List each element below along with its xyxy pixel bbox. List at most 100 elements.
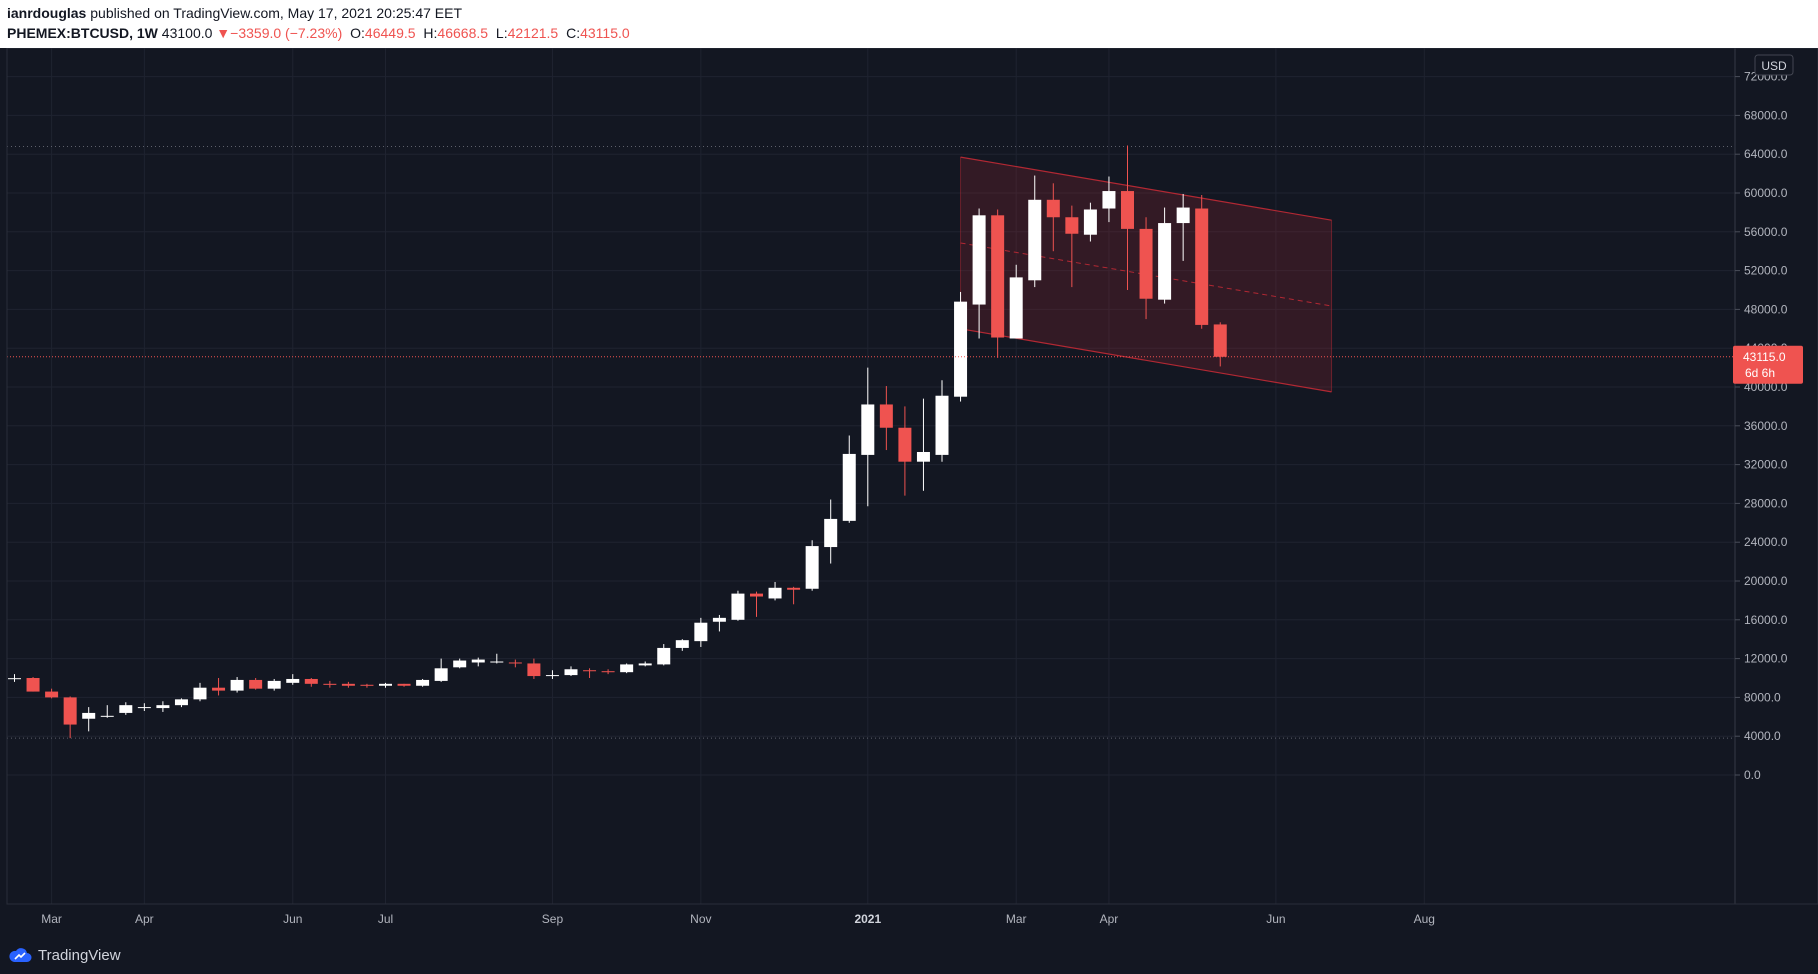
candle [1102,176,1116,223]
channel-upper-line[interactable] [960,156,1332,221]
candle [1195,194,1209,329]
candle-body [657,647,671,665]
y-tick-label: 36000.0 [1744,419,1788,433]
candle [267,678,281,691]
low-value: 42121.5 [507,25,559,41]
candle [1009,264,1023,339]
candle [156,701,170,712]
candle [360,683,374,688]
candle [787,586,801,605]
last-price: 43100.0 [161,25,213,41]
price-axis[interactable]: 0.0 4000.0 8000.0 12000.0 16000.0 20000.0 2400… [1735,70,1788,782]
y-tick-label: 20000.0 [1744,574,1788,588]
candle-body [416,679,430,686]
candle-body [675,640,689,648]
candle-body [249,679,263,689]
y-tick-label: 28000.0 [1744,496,1788,510]
candle-body [768,587,782,599]
price-chart[interactable]: 0.0 4000.0 8000.0 12000.0 16000.0 20000.0 2400… [0,48,1818,935]
candle [341,681,355,688]
tradingview-logo[interactable]: TradingView [8,946,121,964]
candle [824,499,838,564]
candle [45,688,59,699]
y-tick-label: 68000.0 [1744,108,1788,122]
candle [453,658,467,669]
brand-name: TradingView [38,946,121,964]
tradingview-cloud-icon [9,948,32,962]
candle-body [230,679,244,691]
chart-grid [7,48,1735,904]
x-tick-label: Apr [1100,912,1119,926]
candle [620,663,634,674]
candle-body [694,622,708,642]
x-tick-label: Jul [378,912,393,926]
candles [8,145,1227,739]
y-tick-label: 56000.0 [1744,225,1788,239]
candle-body [82,712,96,719]
candle-body [1139,228,1153,299]
x-tick-label: 2021 [854,912,881,926]
open-label: O: [350,25,365,41]
candle-body [1213,324,1227,357]
candle [601,669,615,675]
candle [82,707,96,732]
candle-body [8,678,21,680]
candle-body [861,404,875,455]
candle-body [954,301,968,397]
candle-body [26,678,40,692]
currency-label: USD [1761,59,1787,73]
candle-body [137,707,151,709]
candle [657,644,671,666]
close-value: 43115.0 [580,25,630,41]
candle-body [601,671,615,673]
y-tick-label: 12000.0 [1744,652,1788,666]
candle [712,614,726,632]
time-axis[interactable]: Mar Apr Jun Jul Sep Nov 2021 Mar Apr Jun Aug [41,912,1435,926]
y-tick-label: 16000.0 [1744,613,1788,627]
candle-body [434,668,448,681]
publish-header: ianrdouglas published on TradingView.com… [0,0,1818,48]
high-value: 46668.5 [437,25,489,41]
published-text: published on TradingView.com, May 17, 20… [90,5,463,21]
currency-badge[interactable]: USD [1754,54,1794,76]
candle [545,670,559,679]
y-tick-label: 64000.0 [1744,147,1788,161]
candle [972,208,986,339]
y-tick-label: 52000.0 [1744,264,1788,278]
candle-body [750,593,763,597]
symbol-name: PHEMEX:BTCUSD, 1W [7,25,158,41]
candle-body [453,660,467,668]
candle-body [583,670,597,672]
candle [1139,217,1153,320]
candle [879,386,893,451]
candle [1158,207,1172,304]
author-name[interactable]: ianrdouglas [7,5,87,21]
candle-body [787,587,801,590]
candle [1176,193,1190,261]
candle-body [1028,199,1042,281]
candle [286,674,300,685]
candle-body [824,518,838,548]
candle-body [972,215,986,305]
candle-body [286,678,300,683]
candle [675,639,689,651]
candle-body [991,215,1005,338]
candle [805,540,819,591]
y-tick-label: 24000.0 [1744,535,1788,549]
candle [379,682,392,688]
horizontal-levels [7,145,1735,739]
last-price-label: 43115.0 [1743,350,1786,364]
candle-body [935,395,949,455]
candle-body [638,663,652,666]
footer: TradingView [0,935,1818,974]
candle [26,677,40,692]
channel-lower-line[interactable] [960,328,1332,393]
candle-body [471,659,485,663]
candle [397,683,411,687]
candle-body [193,687,207,700]
candle-body [174,699,188,706]
candle [434,658,448,682]
candle [174,698,188,708]
candle [991,209,1005,358]
y-tick-label: 0.0 [1744,768,1761,782]
